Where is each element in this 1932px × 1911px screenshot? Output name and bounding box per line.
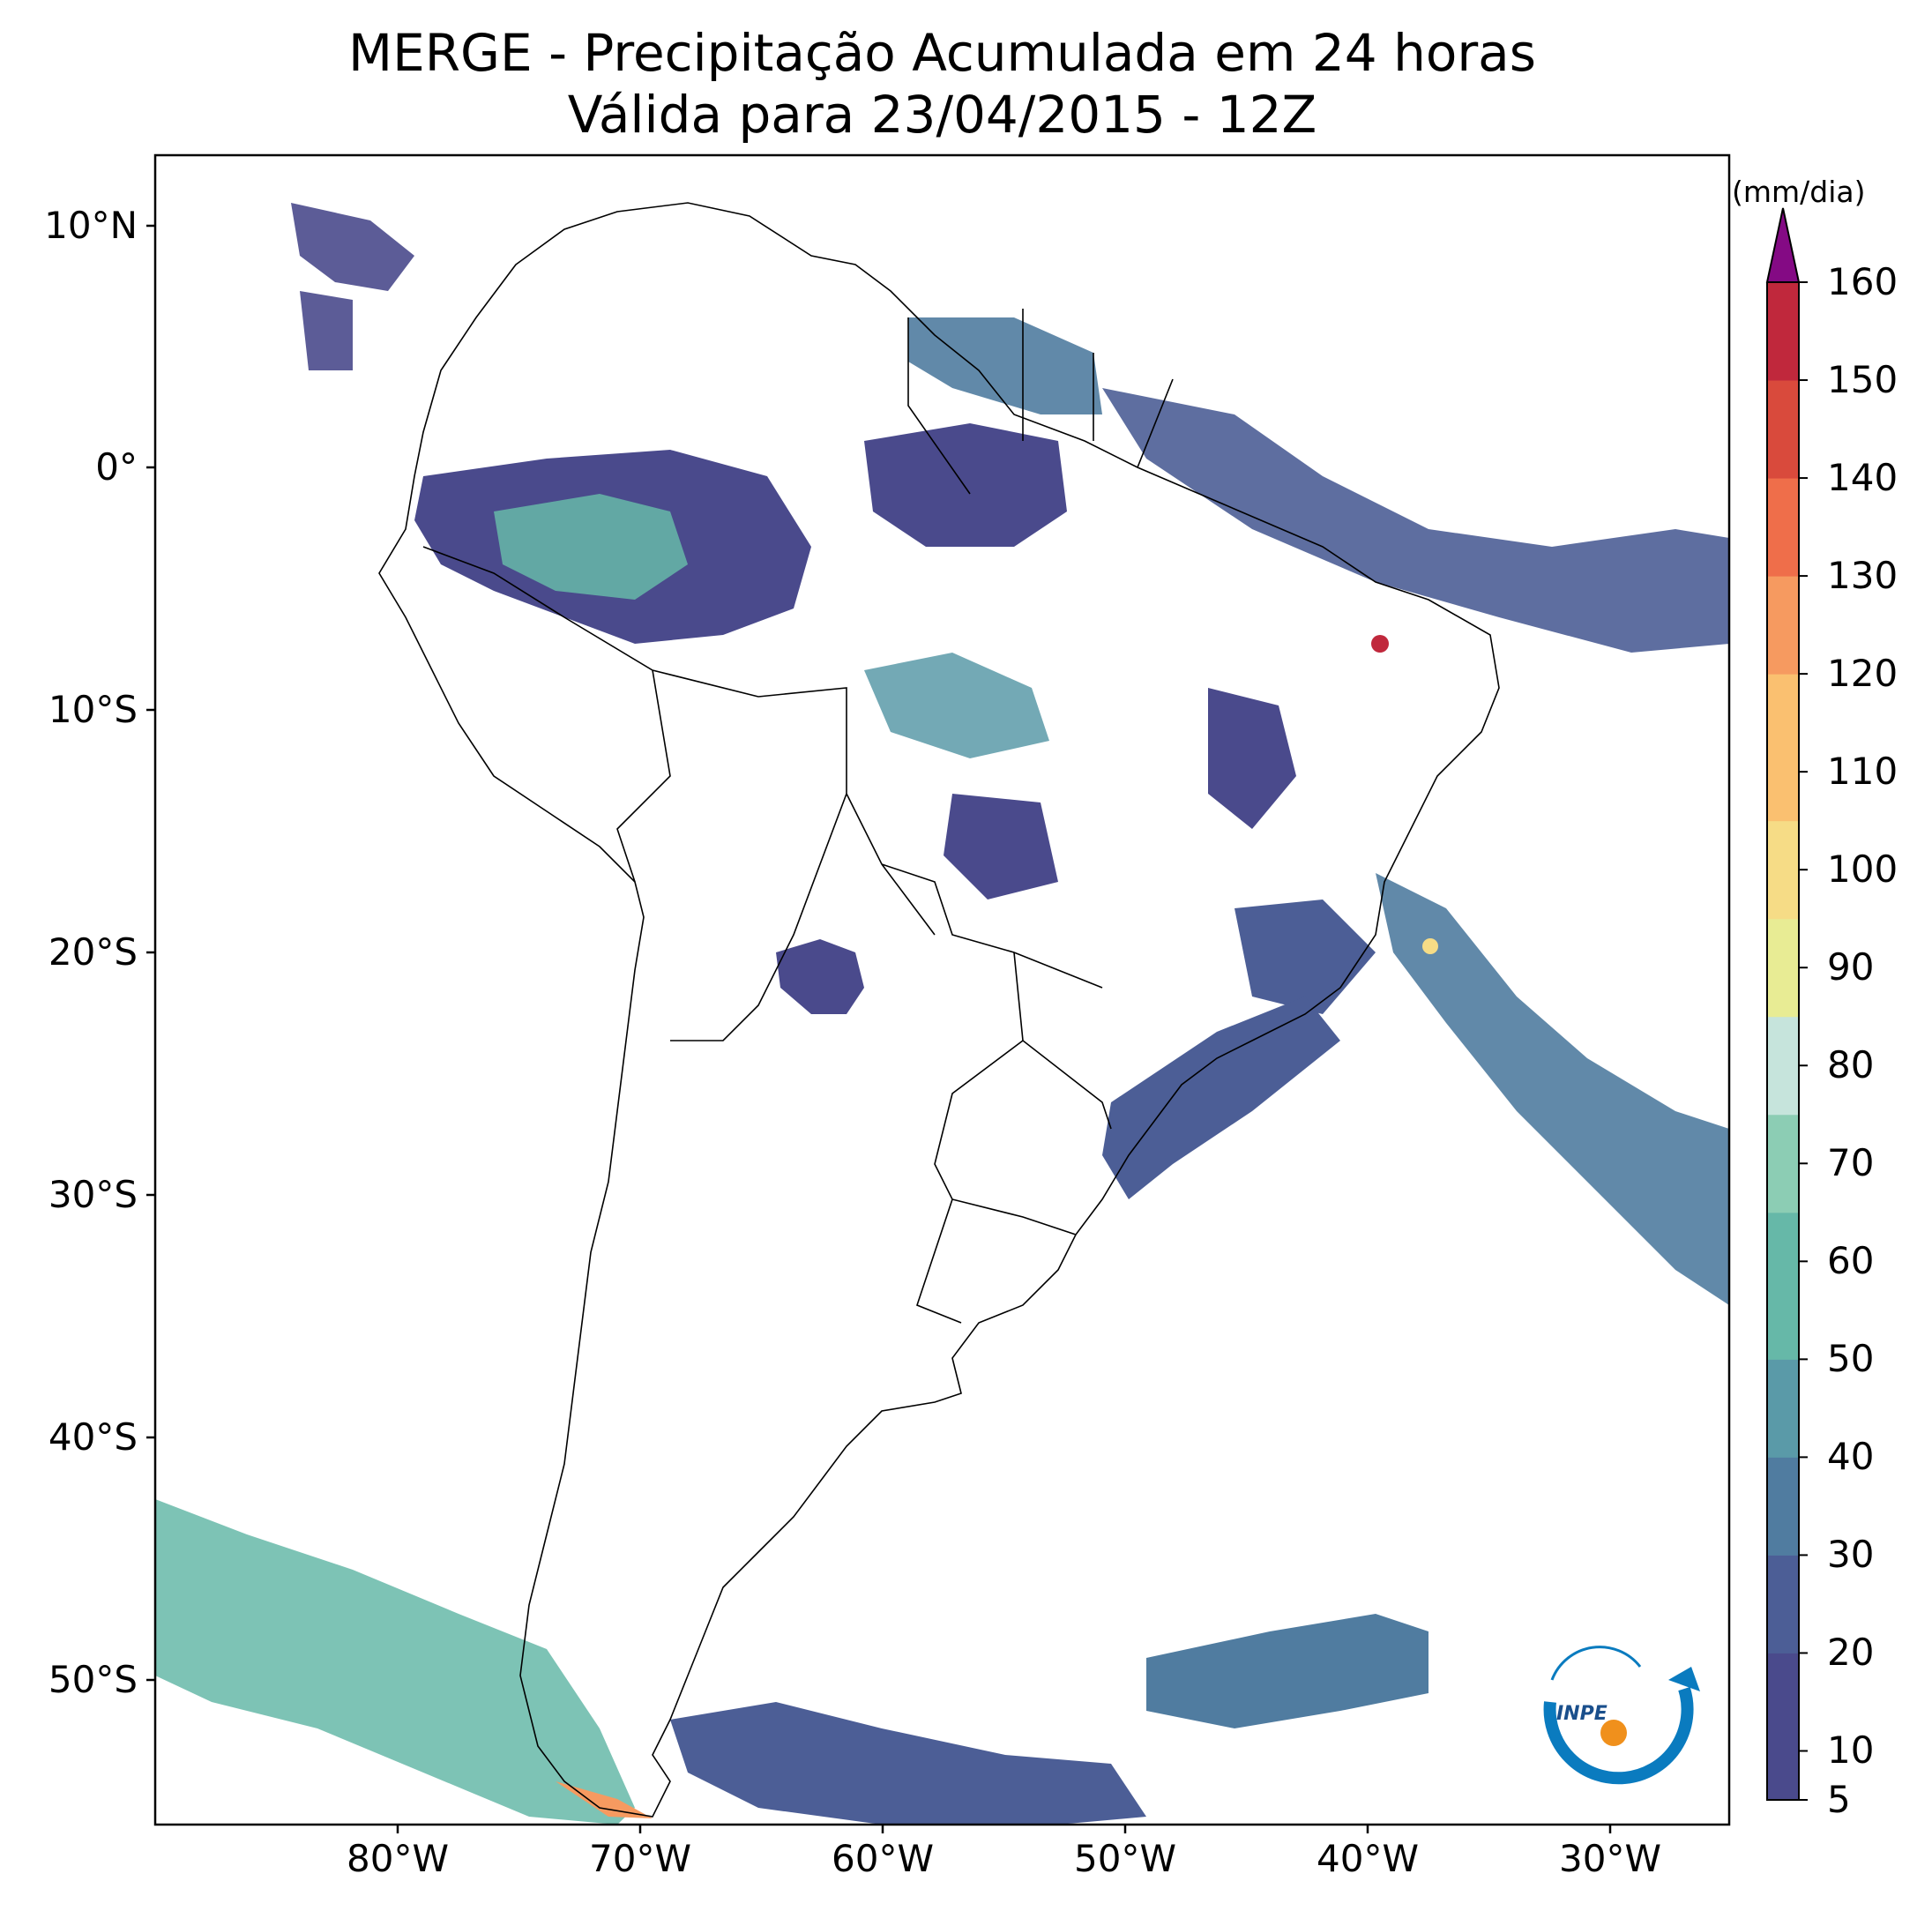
colorbar-segment bbox=[1767, 1065, 1799, 1116]
lat-label: 10°N bbox=[44, 204, 138, 247]
precip-central-brazil bbox=[944, 688, 1296, 900]
precip-amazon-west-core bbox=[494, 494, 688, 600]
colorbar-segment bbox=[1767, 1505, 1799, 1556]
south-america-outline bbox=[378, 202, 1500, 1818]
map-title: MERGE - Precipitação Acumulada em 24 hor… bbox=[348, 23, 1536, 83]
colorbar-segment bbox=[1767, 331, 1799, 381]
colorbar-tick-label: 80 bbox=[1827, 1043, 1875, 1087]
precip-max-spot bbox=[1422, 938, 1438, 954]
colorbar-segment bbox=[1767, 1603, 1799, 1653]
lat-label: 40°S bbox=[48, 1415, 138, 1459]
logo-inner-arc bbox=[1550, 1646, 1642, 1681]
colorbar-tick-label: 60 bbox=[1827, 1239, 1875, 1283]
lat-label: 10°S bbox=[48, 688, 138, 731]
colorbar bbox=[1765, 207, 1808, 1801]
lon-label: 30°W bbox=[1559, 1837, 1661, 1880]
colorbar-segment bbox=[1767, 1701, 1799, 1751]
inpe-logo: INPE bbox=[1543, 1646, 1700, 1785]
colorbar-tick-label: 160 bbox=[1827, 260, 1898, 303]
colorbar-segment bbox=[1767, 967, 1799, 1018]
colorbar-segment bbox=[1767, 772, 1799, 822]
colorbar-segment bbox=[1767, 1114, 1799, 1164]
logo-swoosh bbox=[1543, 1686, 1694, 1785]
precip-southeast bbox=[1235, 900, 1376, 1014]
lat-label: 20°S bbox=[48, 930, 138, 974]
colorbar-units: (mm/dia) bbox=[1732, 175, 1866, 209]
lat-tick-marks bbox=[146, 224, 155, 1682]
colorbar-segment bbox=[1767, 526, 1799, 577]
lat-label: 0° bbox=[95, 445, 138, 489]
precip-north-coast bbox=[1102, 388, 1729, 653]
colorbar-segment bbox=[1767, 1261, 1799, 1311]
precip-chaco-patch bbox=[776, 939, 864, 1014]
colorbar-tick-label: 110 bbox=[1827, 750, 1898, 794]
colorbar-segment bbox=[1767, 820, 1799, 870]
map-frame bbox=[153, 153, 1731, 1826]
colorbar-segment bbox=[1767, 870, 1799, 920]
precip-south-coast bbox=[1102, 997, 1340, 1199]
precip-amazon-central bbox=[864, 423, 1067, 547]
colorbar-segment bbox=[1767, 1457, 1799, 1507]
precip-guianas bbox=[908, 317, 1102, 414]
colorbar-tick-label: 20 bbox=[1827, 1631, 1875, 1675]
lon-label: 80°W bbox=[347, 1837, 449, 1880]
lat-label: 50°S bbox=[48, 1658, 138, 1701]
lon-label: 70°W bbox=[589, 1837, 691, 1880]
lon-label: 50°W bbox=[1074, 1837, 1176, 1880]
colorbar-segment bbox=[1767, 576, 1799, 626]
colorbar-tick-label: 120 bbox=[1827, 652, 1898, 696]
colorbar-extend-arrow bbox=[1765, 207, 1801, 283]
colorbar-frame bbox=[1766, 282, 1800, 1801]
colorbar-segment bbox=[1767, 674, 1799, 724]
colorbar-segment bbox=[1767, 624, 1799, 675]
colorbar-tick-label: 100 bbox=[1827, 847, 1898, 892]
precip-mato-grosso bbox=[864, 653, 1049, 758]
colorbar-segment bbox=[1767, 282, 1799, 332]
colorbar-segment bbox=[1767, 1653, 1799, 1703]
colorbar-segment bbox=[1767, 380, 1799, 430]
precipitation-layer bbox=[155, 203, 1729, 1825]
colorbar-segment bbox=[1767, 722, 1799, 773]
colorbar-segment bbox=[1767, 1407, 1799, 1458]
colorbar-tick-label: 130 bbox=[1827, 554, 1898, 598]
colorbar-segment bbox=[1767, 1359, 1799, 1409]
colorbar-segment bbox=[1767, 1163, 1799, 1213]
colorbar-tick-label: 5 bbox=[1827, 1778, 1851, 1821]
colorbar-tick-label: 30 bbox=[1827, 1533, 1875, 1577]
precip-caribbean bbox=[291, 203, 414, 370]
precip-south-atlantic bbox=[1146, 1614, 1428, 1728]
colorbar-tick-label: 150 bbox=[1827, 358, 1898, 402]
lon-label: 40°W bbox=[1317, 1837, 1419, 1880]
colorbar-segment bbox=[1767, 1016, 1799, 1066]
colorbar-tick-label: 10 bbox=[1827, 1728, 1875, 1773]
logo-orange-dot bbox=[1600, 1720, 1627, 1746]
colorbar-segment bbox=[1767, 1310, 1799, 1360]
lon-label: 60°W bbox=[832, 1837, 934, 1880]
colorbar-segment bbox=[1767, 1751, 1799, 1801]
colorbar-segment bbox=[1767, 918, 1799, 968]
logo-text: INPE bbox=[1556, 1703, 1608, 1725]
precip-max-spot bbox=[1371, 635, 1389, 653]
precip-atlantic-band bbox=[1376, 873, 1729, 1305]
colorbar-segment bbox=[1767, 478, 1799, 528]
colorbar-segment bbox=[1767, 429, 1799, 479]
national-borders bbox=[422, 309, 1174, 1324]
colorbar-segment bbox=[1767, 1555, 1799, 1605]
precip-tierra-del-fuego-max bbox=[556, 1781, 653, 1818]
map-subtitle: Válida para 23/04/2015 - 12Z bbox=[567, 85, 1317, 145]
colorbar-tick-label: 50 bbox=[1827, 1337, 1875, 1381]
colorbar-tick-label: 70 bbox=[1827, 1141, 1875, 1185]
coastline-borders bbox=[378, 202, 1500, 1818]
colorbar-segment bbox=[1767, 1212, 1799, 1262]
colorbar-tick-label: 40 bbox=[1827, 1435, 1875, 1479]
colorbar-tick-label: 90 bbox=[1827, 945, 1875, 989]
colorbar-tick-label: 140 bbox=[1827, 456, 1898, 500]
precip-patagonia-west bbox=[155, 1499, 635, 1825]
lon-tick-marks bbox=[396, 1825, 1612, 1833]
logo-arrow bbox=[1668, 1667, 1700, 1691]
precip-patagonia-east bbox=[670, 1702, 1146, 1825]
lat-label: 30°S bbox=[48, 1173, 138, 1216]
